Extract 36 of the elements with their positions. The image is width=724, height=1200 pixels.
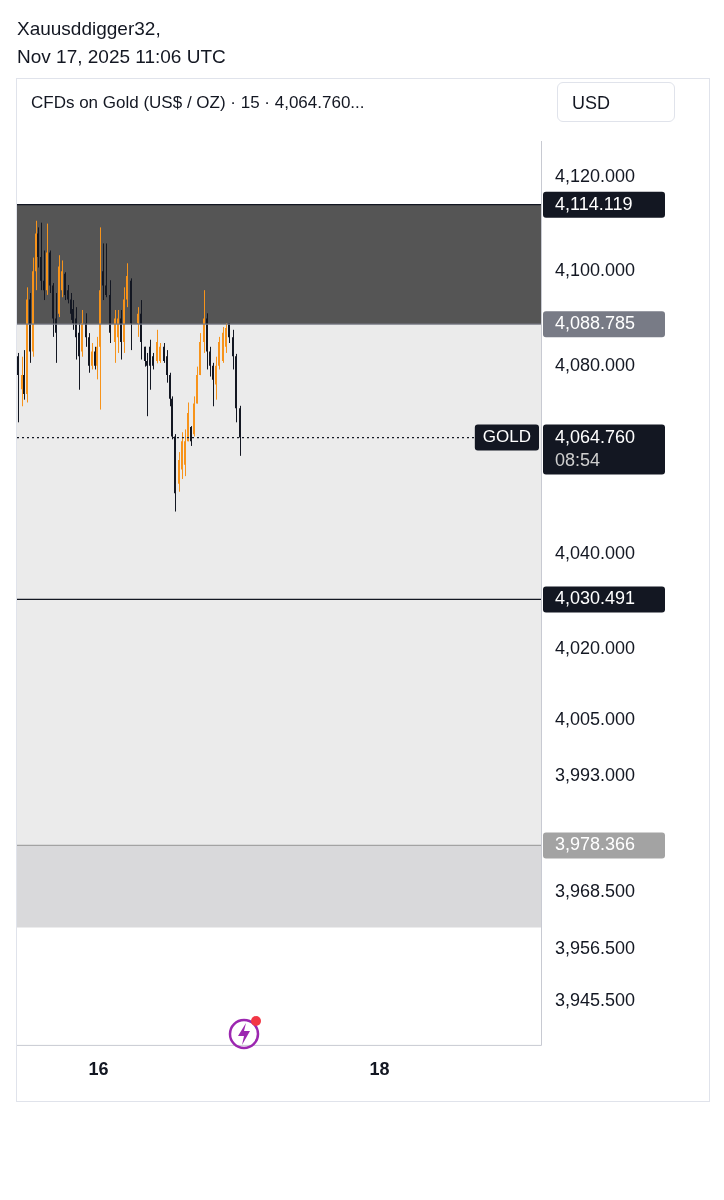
candlestick bbox=[117, 309, 119, 354]
y-tick-label: 4,100.000 bbox=[555, 260, 636, 281]
annotation: GOLD bbox=[482, 427, 532, 447]
candlestick bbox=[17, 352, 19, 423]
y-tick-label: 3,968.500 bbox=[555, 880, 636, 901]
y-tick-label: 4,120.000 bbox=[555, 165, 636, 186]
ref-line-label: 3,978.366 bbox=[555, 834, 636, 855]
y-tick-label: 4,020.000 bbox=[555, 637, 636, 658]
text: Nov 17, 2025 11:06 UTC bbox=[17, 46, 226, 68]
y-tick-label: 4,080.000 bbox=[555, 354, 636, 375]
ref-line-label: 4,064.760 bbox=[555, 426, 636, 447]
x-tick-label: 18 bbox=[369, 1059, 390, 1080]
candlestick bbox=[40, 222, 42, 291]
candlestick bbox=[64, 271, 66, 301]
ref-line-label: 4,114.119 bbox=[555, 193, 633, 214]
x-tick-label: 16 bbox=[88, 1059, 109, 1080]
candlestick bbox=[156, 329, 158, 364]
candlestick bbox=[91, 342, 93, 370]
y-tick-label: 4,005.000 bbox=[555, 708, 636, 729]
y-tick-label: 3,956.500 bbox=[555, 937, 636, 958]
text: USD bbox=[557, 82, 675, 122]
ref-line-label: 4,088.785 bbox=[555, 313, 636, 334]
text: 08:54 bbox=[555, 449, 601, 470]
candlestick bbox=[228, 322, 230, 344]
text: Xauusddigger32, bbox=[17, 18, 161, 40]
candlestick bbox=[102, 242, 104, 301]
ref-line-label: 4,030.491 bbox=[555, 588, 636, 609]
candlestick bbox=[105, 242, 107, 298]
candlestick bbox=[203, 289, 205, 354]
y-tick-label: 3,945.500 bbox=[555, 989, 636, 1010]
y-tick-label: 4,040.000 bbox=[555, 543, 636, 564]
candlestick bbox=[114, 309, 116, 364]
y-tick-label: 3,993.000 bbox=[555, 765, 636, 786]
candlestick bbox=[137, 306, 139, 338]
candlestick bbox=[159, 342, 161, 364]
chart-title: CFDs on Gold (US$ / OZ) · 15 · 4,064.760... bbox=[31, 93, 365, 113]
